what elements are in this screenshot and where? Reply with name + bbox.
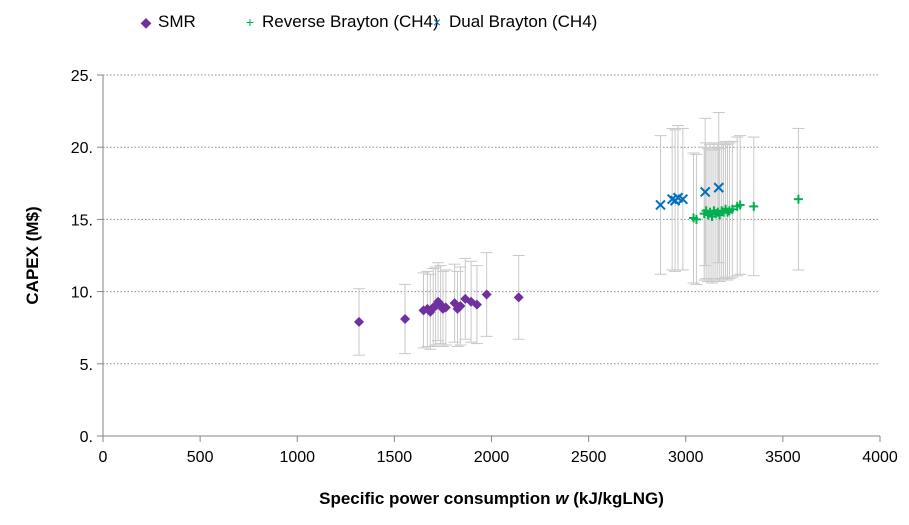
series-2 (655, 182, 724, 211)
x-tick-label-2: 1000 (279, 449, 315, 466)
x-tick-label-4: 2000 (474, 449, 510, 466)
x-tick-label-1: 500 (187, 449, 214, 466)
point-2-6 (713, 182, 724, 193)
legend-label-0: SMR (158, 12, 196, 31)
legend-item-1: + Reverse Brayton (CH4) (246, 12, 439, 31)
gridlines (103, 74, 880, 365)
point-0-0 (354, 316, 365, 327)
axes (102, 75, 880, 437)
y-tick-label-0: 0. (80, 429, 93, 446)
x-tick-label-7: 3500 (765, 449, 801, 466)
legend-symbol-1: + (246, 14, 254, 30)
series-0 (354, 289, 524, 327)
x-axis-title: Specific power consumption w (kJ/kgLNG) (319, 489, 664, 508)
x-tick-label-0: 0 (99, 449, 108, 466)
point-2-0 (655, 199, 666, 211)
x-axis-title-variable: w (555, 489, 570, 508)
point-0-13 (455, 301, 466, 312)
point-2-0-b (655, 199, 666, 211)
point-1-1 (691, 214, 701, 224)
point-0-17 (481, 289, 492, 300)
series-1 (689, 194, 803, 224)
error-bars (353, 112, 805, 356)
x-axis-title-suffix: (kJ/kgLNG) (568, 489, 663, 508)
y-tick-label-1: 5. (80, 357, 93, 374)
point-2-5 (699, 186, 711, 198)
x-ticks: 0 500 1000 1500 2000 2500 3000 3500 4000 (99, 436, 898, 466)
point-2-4-b (677, 193, 689, 205)
legend: ◆ SMR + Reverse Brayton (CH4)× Dual Brayton … (141, 12, 598, 31)
x-axis-title-prefix: Specific power consumption (319, 489, 555, 508)
legend-item-2: × Dual Brayton (CH4) (433, 12, 597, 31)
x-tick-label-8: 4000 (862, 449, 898, 466)
y-tick-label-5: 25. (71, 68, 93, 85)
point-2-5-b (699, 186, 711, 198)
point-2-4 (677, 193, 689, 205)
x-tick-label-5: 2500 (571, 449, 607, 466)
legend-label-1: Reverse Brayton (CH4) (262, 12, 439, 31)
x-tick-label-3: 1500 (377, 449, 413, 466)
y-tick-label-4: 20. (71, 140, 93, 157)
point-2-6-b (713, 182, 724, 193)
legend-label-2: Dual Brayton (CH4) (449, 12, 597, 31)
y-tick-label-2: 10. (71, 285, 93, 302)
point-1-14 (723, 207, 733, 217)
y-tick-label-3: 15. (71, 212, 93, 229)
x-tick-label-6: 3000 (668, 449, 704, 466)
legend-symbol-0: ◆ (141, 14, 152, 30)
data-points (354, 182, 803, 327)
point-1-20 (793, 194, 803, 204)
point-0-1 (400, 314, 411, 325)
point-0-16 (471, 299, 482, 310)
legend-symbol-2: × (433, 14, 441, 30)
point-1-16 (727, 204, 737, 214)
point-2-3-b (672, 192, 684, 203)
y-ticks: 0. 5. 10. 15. 20. 25. (71, 68, 103, 446)
point-0-18 (513, 292, 524, 303)
legend-item-0: ◆ SMR (141, 12, 196, 31)
y-axis-title: CAPEX (M$) (23, 206, 42, 304)
point-1-18 (735, 200, 745, 210)
point-0-10 (440, 302, 451, 313)
point-1-19 (749, 201, 759, 211)
